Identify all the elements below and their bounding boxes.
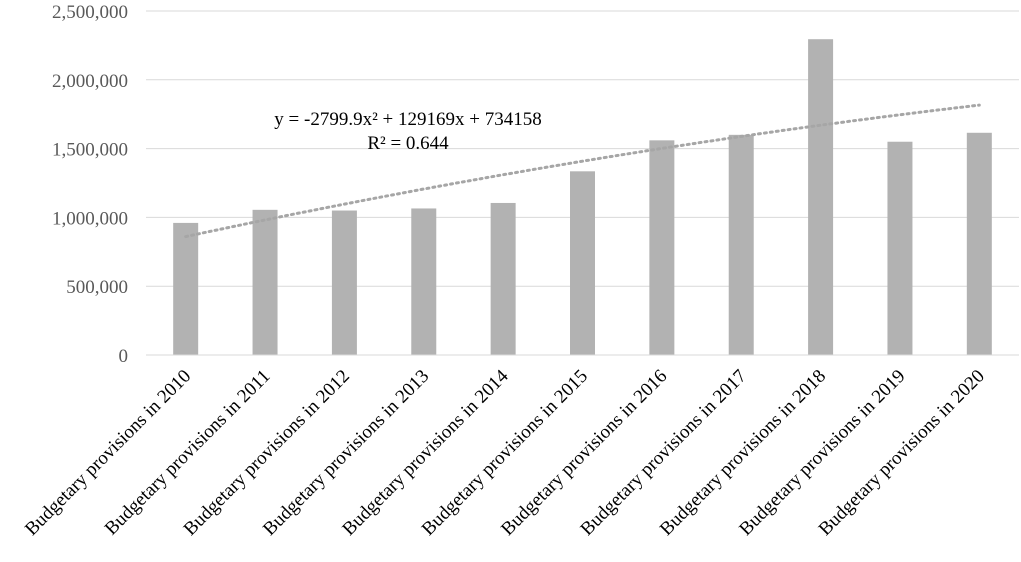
bar bbox=[887, 141, 913, 355]
x-category-label: Budgetary provisions in 2013 bbox=[259, 366, 433, 540]
gridlines bbox=[146, 10, 1019, 287]
trendline-r-squared: R² = 0.644 bbox=[367, 133, 449, 154]
x-category-label: Budgetary provisions in 2012 bbox=[180, 366, 354, 540]
x-category-label: Budgetary provisions in 2018 bbox=[656, 366, 830, 540]
trendline bbox=[184, 103, 981, 239]
bar bbox=[966, 132, 992, 355]
y-axis-tick-labels: 0 500,000 1,000,000 1,500,000 2,000,000 2,500… bbox=[52, 2, 128, 367]
x-category-label: Budgetary provisions in 2020 bbox=[815, 366, 989, 540]
bar bbox=[808, 39, 834, 355]
x-category-label: Budgetary provisions in 2019 bbox=[735, 366, 909, 540]
bars bbox=[173, 39, 992, 355]
trendline-equation: y = -2799.9x² + 129169x + 734158 bbox=[274, 109, 541, 130]
bar bbox=[252, 209, 278, 355]
bar bbox=[173, 222, 199, 355]
x-category-label: Budgetary provisions in 2015 bbox=[418, 366, 592, 540]
x-category-label: Budgetary provisions in 2010 bbox=[21, 366, 195, 540]
bar bbox=[649, 140, 675, 355]
y-tick-label: 2,500,000 bbox=[52, 2, 128, 23]
x-category-label: Budgetary provisions in 2011 bbox=[101, 366, 275, 540]
y-tick-label: 500,000 bbox=[66, 277, 128, 298]
y-tick-label: 1,500,000 bbox=[52, 140, 128, 161]
x-category-label: Budgetary provisions in 2014 bbox=[338, 365, 513, 540]
y-tick-label: 1,000,000 bbox=[52, 208, 128, 229]
y-tick-label: 2,000,000 bbox=[52, 71, 128, 92]
x-category-label: Budgetary provisions in 2017 bbox=[577, 366, 751, 540]
bar bbox=[411, 208, 437, 355]
bar bbox=[570, 171, 595, 355]
bar bbox=[728, 134, 754, 355]
bar bbox=[490, 202, 516, 355]
x-category-label: Budgetary provisions in 2016 bbox=[497, 366, 671, 540]
y-tick-label: 0 bbox=[119, 346, 129, 367]
bar bbox=[331, 210, 357, 355]
